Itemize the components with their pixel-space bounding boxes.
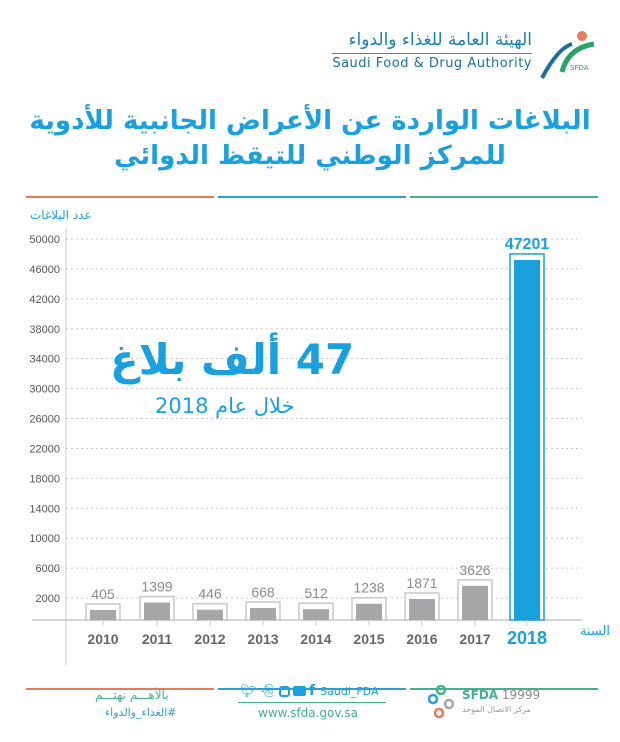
twitter-icon[interactable]: 🐦︎	[240, 683, 257, 699]
data-label: 3626	[459, 562, 490, 578]
svg-text:SFDA: SFDA	[570, 64, 589, 72]
y-tick-label: 2000	[36, 593, 60, 605]
footer-divider-orange	[26, 688, 214, 690]
logo-arabic-name: الهيئة العامة للغذاء والدواء	[348, 30, 532, 50]
hashtag: #الغذاء_والدواء	[105, 706, 177, 719]
website-link[interactable]: www.sfda.gov.sa	[258, 706, 358, 720]
bar	[303, 609, 329, 620]
y-tick-label: 14000	[29, 503, 60, 515]
y-tick-label: 10000	[29, 533, 60, 545]
bar-chart: 2000 6000 10000 14000 18000 22000 26000 30000 34…	[29, 228, 582, 665]
hotline-brand: SFDA	[462, 688, 499, 702]
data-label: 446	[198, 586, 222, 602]
x-tick-label: 2013	[247, 631, 278, 647]
x-tick-label: 2017	[459, 631, 490, 647]
y-tick-label: 6000	[36, 563, 60, 575]
x-tick-label: 2012	[194, 631, 225, 647]
page-title: البلاغات الواردة عن الأعراض الجانبية للأ…	[10, 104, 610, 174]
x-axis-label: السنة	[579, 624, 610, 639]
bar	[409, 599, 435, 620]
headline-subtitle: خلال عام 2018	[155, 394, 295, 418]
divider-orange	[26, 196, 214, 198]
bar	[250, 608, 276, 620]
y-tick-label: 30000	[29, 384, 60, 396]
bar	[90, 609, 116, 620]
y-tick-label: 18000	[29, 473, 60, 485]
social-links: 🐦︎ 👻︎ f Saudi_FDA	[240, 683, 379, 699]
footer-divider-green	[410, 688, 598, 690]
data-label: 47201	[505, 236, 550, 253]
data-label: 668	[251, 584, 275, 600]
footer-divider-blue	[218, 688, 406, 690]
y-axis-label: عدد البلاغات	[30, 208, 92, 222]
x-tick-label: 2018	[507, 628, 547, 648]
x-tick-label: 2011	[142, 631, 173, 647]
y-tick-label: 50000	[29, 234, 60, 246]
divider-blue	[218, 196, 406, 198]
contact-center-icon	[428, 684, 454, 719]
facebook-icon[interactable]: f	[309, 683, 316, 699]
divider-green	[410, 196, 598, 198]
footer-separator	[238, 702, 386, 703]
y-tick-label: 46000	[29, 264, 60, 276]
youtube-icon[interactable]	[293, 686, 307, 696]
data-label: 1238	[353, 580, 384, 596]
bar	[514, 259, 540, 620]
headline-stat: 47 ألف بلاغ	[110, 335, 355, 384]
social-handle[interactable]: Saudi_FDA	[320, 684, 379, 698]
x-tick-label: 2014	[300, 631, 331, 647]
logo-english-name: Saudi Food & Drug Authority	[332, 53, 532, 71]
bar	[197, 609, 223, 620]
x-tick-label: 2010	[87, 631, 118, 647]
bar	[462, 585, 488, 620]
title-line-1: البلاغات الواردة عن الأعراض الجانبية للأ…	[29, 106, 591, 136]
instagram-icon[interactable]	[279, 685, 291, 697]
hotline[interactable]: SFDA 19999	[462, 688, 540, 702]
bar	[356, 603, 382, 620]
hotline-number: 19999	[501, 688, 541, 702]
bar	[144, 602, 170, 620]
y-tick-label: 38000	[29, 324, 60, 336]
data-label: 1399	[141, 579, 172, 595]
slogan: بالأهـــم نهتـــم	[95, 688, 169, 702]
y-tick-label: 42000	[29, 294, 60, 306]
snapchat-icon[interactable]: 👻︎	[259, 683, 277, 699]
title-line-2: للمركز الوطني للتيقظ الدوائي	[114, 141, 506, 172]
y-tick-label: 26000	[29, 414, 60, 426]
x-tick-label: 2015	[353, 631, 384, 647]
y-tick-label: 22000	[29, 443, 60, 455]
hotline-caption: مركز الاتصال الموحد	[462, 705, 531, 714]
data-label: 405	[91, 586, 115, 602]
y-tick-label: 34000	[29, 354, 60, 366]
data-label: 1871	[406, 575, 437, 591]
x-tick-label: 2016	[406, 631, 437, 647]
data-label: 512	[304, 585, 328, 601]
sfda-logo-icon: SFDA	[540, 31, 595, 79]
